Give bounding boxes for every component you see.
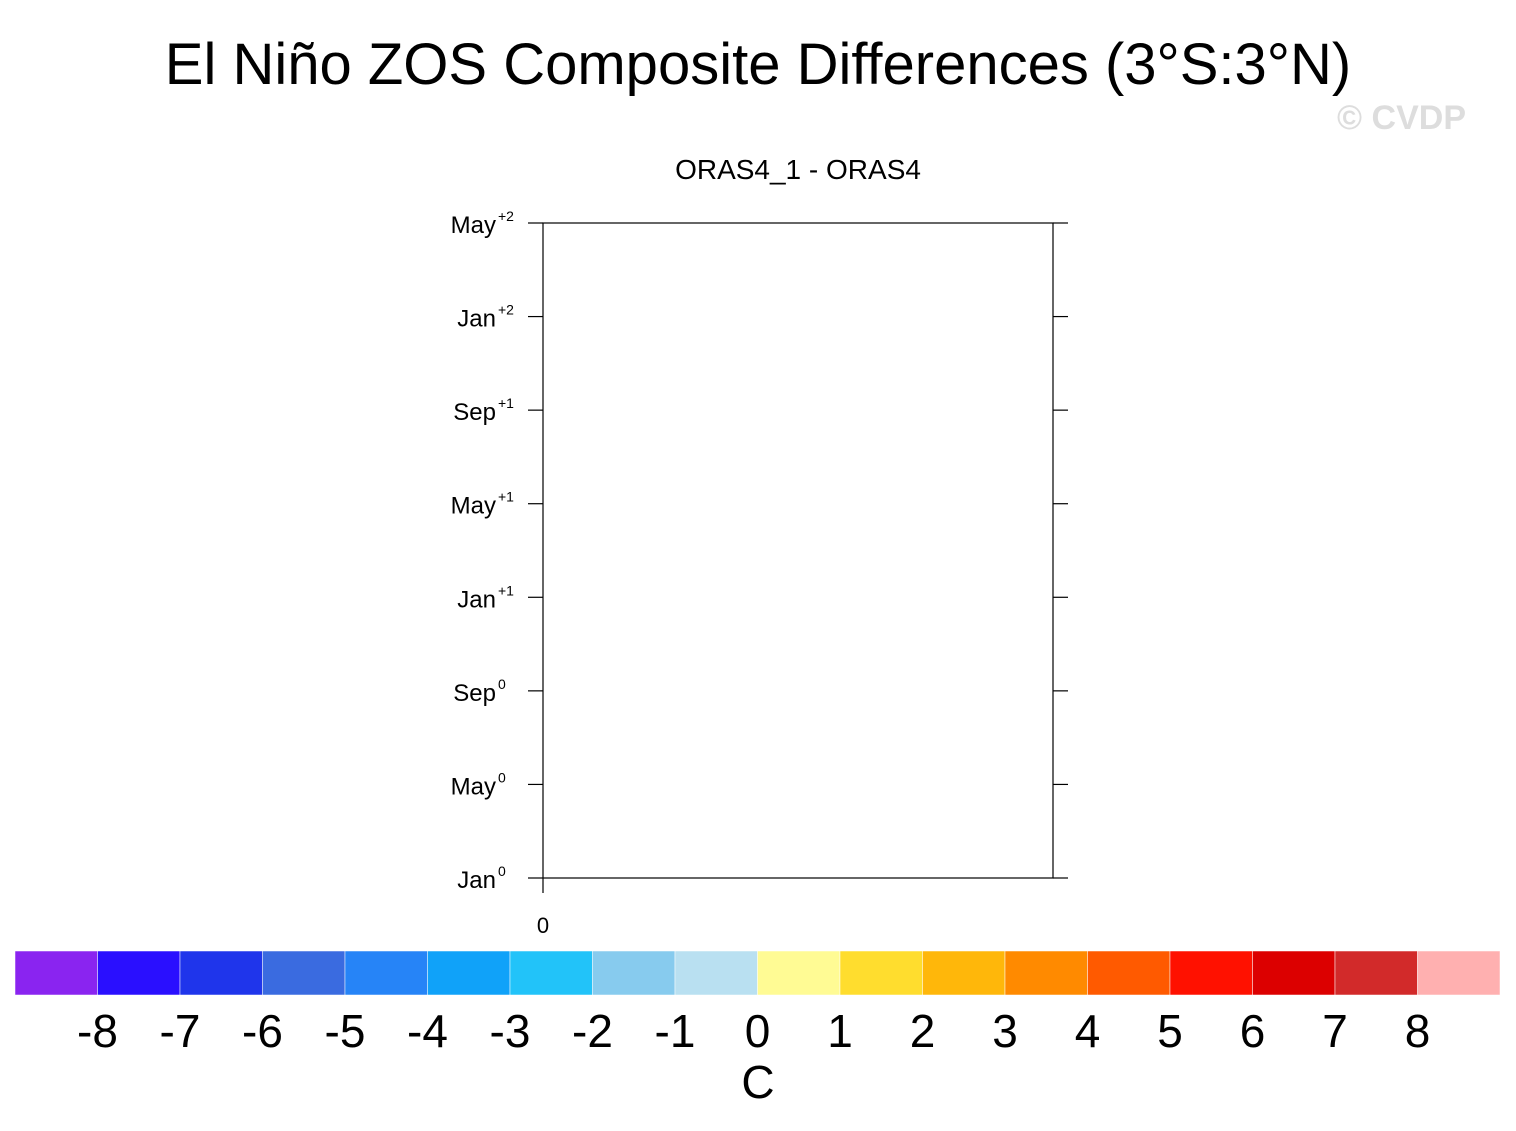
plot-frame	[542, 222, 1054, 879]
colorbar-tick-label: 4	[1075, 1005, 1101, 1057]
colorbar-tick-label: 8	[1405, 1005, 1431, 1057]
colorbar-tick-label: 1	[827, 1005, 853, 1057]
colorbar-box	[1087, 950, 1171, 996]
colorbar-box	[1004, 950, 1088, 996]
colorbar-box	[1417, 950, 1501, 996]
colorbar-tick-label: 3	[992, 1005, 1018, 1057]
y-tick-label: May	[451, 773, 496, 800]
colorbar-tick-label: -2	[572, 1005, 613, 1057]
colorbar-box	[97, 950, 181, 996]
y-tick-label: Jan	[457, 306, 496, 333]
colorbar-tick-label: -5	[325, 1005, 366, 1057]
y-tick-label: Sep	[453, 399, 496, 426]
y-tick-superscript: +2	[498, 302, 514, 318]
y-tick-superscript: +1	[498, 489, 514, 505]
colorbar-box	[1169, 950, 1253, 996]
colorbar-box	[14, 950, 98, 996]
chart-title: El Niño ZOS Composite Differences (3°S:3…	[165, 32, 1351, 97]
colorbar-tick-label: -3	[490, 1005, 531, 1057]
y-tick-superscript: +2	[498, 208, 514, 224]
colorbar-box	[344, 950, 428, 996]
y-tick-superscript: 0	[498, 863, 506, 879]
colorbar-tick-label: -7	[160, 1005, 201, 1057]
colorbar-box	[179, 950, 263, 996]
colorbar-box	[592, 950, 676, 996]
colorbar-tick-label: -1	[655, 1005, 696, 1057]
colorbar-tick-label: 2	[910, 1005, 936, 1057]
colorbar-box	[509, 950, 593, 996]
colorbar-tick-label: -4	[407, 1005, 448, 1057]
colorbar-box	[757, 950, 841, 996]
colorbar-label: C	[741, 1056, 774, 1108]
subtitle: ORAS4_1 - ORAS4	[675, 154, 921, 185]
colorbar-box	[1252, 950, 1336, 996]
y-tick-label: May	[451, 212, 496, 239]
y-tick-superscript: 0	[498, 676, 506, 692]
colorbar-tick-label: 5	[1157, 1005, 1183, 1057]
colorbar-tick-label: 7	[1322, 1005, 1348, 1057]
colorbar-tick-label: -6	[242, 1005, 283, 1057]
colorbar-tick-label: -8	[77, 1005, 118, 1057]
colorbar-box	[839, 950, 923, 996]
colorbar-tick-label: 6	[1240, 1005, 1266, 1057]
y-tick-label: May	[451, 493, 496, 520]
colorbar-box	[922, 950, 1006, 996]
colorbar-box	[674, 950, 758, 996]
y-tick-superscript: +1	[498, 582, 514, 598]
colorbar-tick-label: 0	[745, 1005, 771, 1057]
y-tick-superscript: 0	[498, 769, 506, 785]
colorbar-box	[427, 950, 511, 996]
y-tick-label: Jan	[457, 586, 496, 613]
colorbar-box	[1334, 950, 1418, 996]
watermark: © CVDP	[1337, 99, 1466, 137]
colorbar-box	[262, 950, 346, 996]
y-tick-superscript: +1	[498, 395, 514, 411]
y-tick-label: Jan	[457, 867, 496, 894]
x-tick-label: 0	[537, 913, 549, 938]
y-tick-label: Sep	[453, 680, 496, 707]
